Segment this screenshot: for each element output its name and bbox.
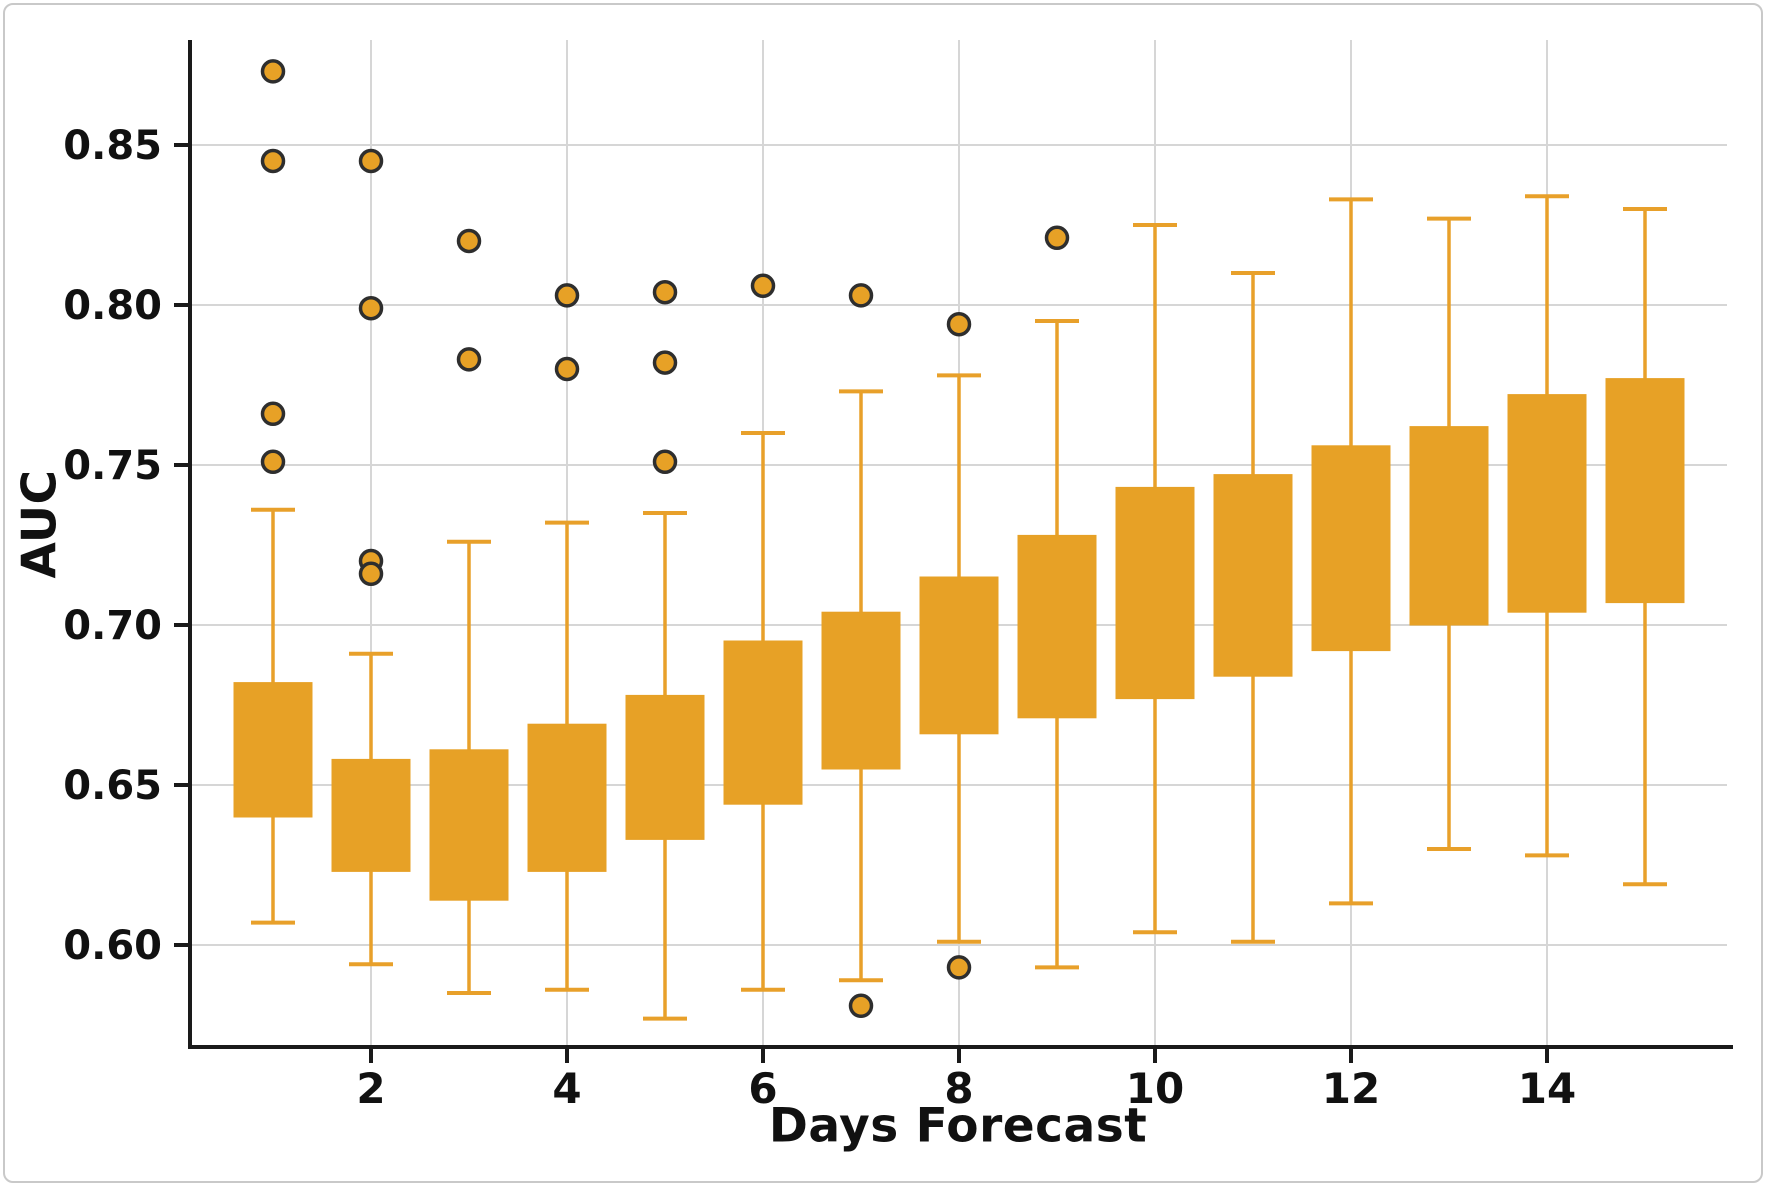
x-tick-label: 2 bbox=[356, 1064, 385, 1113]
outlier-point bbox=[260, 59, 286, 84]
outlier-point bbox=[946, 955, 972, 980]
outlier-point bbox=[260, 449, 286, 475]
box-rect bbox=[919, 576, 999, 735]
outlier-point bbox=[260, 148, 286, 174]
outlier-point bbox=[652, 279, 678, 305]
x-axis-title: Days Forecast bbox=[768, 1098, 1148, 1154]
y-tick-label: 0.80 bbox=[63, 283, 162, 329]
outlier-point bbox=[456, 228, 482, 254]
outlier-point bbox=[750, 273, 776, 299]
x-tick-label: 12 bbox=[1322, 1064, 1380, 1113]
outlier-point bbox=[848, 283, 874, 308]
box-rect bbox=[1017, 534, 1097, 719]
box-rect bbox=[1507, 394, 1587, 613]
outlier-point bbox=[946, 311, 972, 337]
box-rect bbox=[821, 611, 901, 770]
x-tick-label: 14 bbox=[1518, 1064, 1576, 1113]
outlier-point bbox=[358, 295, 384, 321]
outlier-point bbox=[1044, 225, 1070, 251]
y-tick-label: 0.75 bbox=[63, 443, 162, 489]
y-tick-label: 0.65 bbox=[63, 763, 162, 809]
y-tick-label: 0.60 bbox=[63, 923, 162, 969]
outlier-point bbox=[456, 347, 482, 372]
y-tick-label: 0.85 bbox=[63, 123, 162, 169]
outlier-point bbox=[848, 993, 874, 1019]
y-axis-title: AUC bbox=[12, 469, 68, 579]
box-rect bbox=[429, 749, 509, 901]
outlier-point bbox=[652, 449, 678, 475]
box-rect bbox=[625, 694, 705, 840]
box-rect bbox=[1213, 474, 1293, 677]
box-rect bbox=[233, 682, 313, 818]
box-rect bbox=[1409, 426, 1489, 626]
box-rect bbox=[1115, 486, 1195, 700]
box-rect bbox=[1311, 445, 1391, 652]
outlier-point bbox=[260, 401, 286, 427]
box-rect bbox=[1605, 378, 1685, 604]
y-tick-label: 0.70 bbox=[63, 603, 162, 649]
outlier-point bbox=[358, 148, 384, 174]
x-tick-label: 6 bbox=[748, 1064, 777, 1113]
outlier-point bbox=[652, 350, 678, 375]
outlier-point bbox=[358, 561, 384, 587]
x-tick-label: 10 bbox=[1126, 1064, 1184, 1113]
x-tick-label: 4 bbox=[552, 1064, 581, 1113]
x-tick-label: 8 bbox=[944, 1064, 973, 1113]
box-rect bbox=[331, 758, 411, 872]
box-rect bbox=[527, 723, 607, 872]
outlier-point bbox=[554, 283, 580, 308]
box-rect bbox=[723, 640, 803, 805]
outlier-point bbox=[554, 356, 580, 382]
